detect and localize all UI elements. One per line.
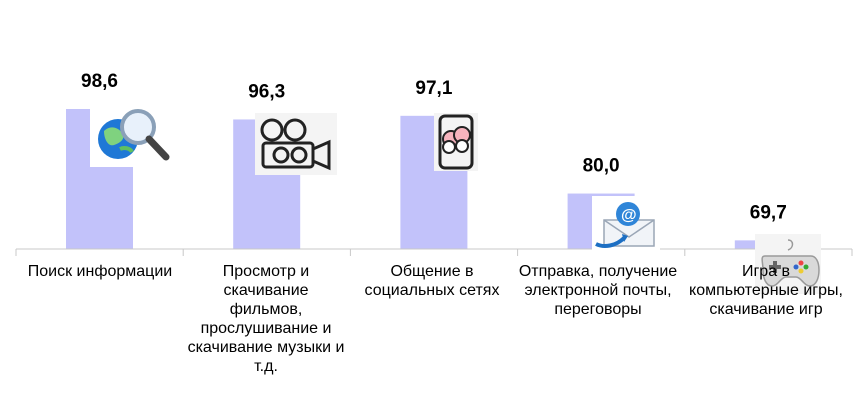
email-envelope-icon: @ bbox=[591, 195, 660, 255]
category-label-2: Общение в социальных сетях bbox=[364, 263, 500, 299]
category-label-0: Поиск информации bbox=[27, 263, 173, 280]
x-axis-ticks bbox=[15, 249, 853, 256]
film-projector-icon bbox=[255, 113, 338, 180]
category-label-4: Игра в компьютерные игры, скачивание игр bbox=[689, 263, 843, 318]
social-chat-phone-icon bbox=[434, 112, 479, 176]
value-label-0: 98,6 bbox=[81, 71, 118, 92]
value-labels-group: 98,6 96,3 97,1 80,0 69,7 bbox=[81, 71, 787, 223]
value-label-2: 97,1 bbox=[415, 78, 452, 99]
value-label-4: 69,7 bbox=[750, 202, 787, 223]
value-label-1: 96,3 bbox=[248, 81, 285, 102]
value-label-3: 80,0 bbox=[583, 156, 620, 177]
gamepad-icon bbox=[754, 234, 821, 299]
category-label-3: Отправка, получение электронной почты, п… bbox=[518, 263, 678, 318]
category-label-1: Просмотр и скачивание фильмов, прослушив… bbox=[187, 263, 345, 375]
globe-search-icon bbox=[90, 105, 178, 172]
svg-text:@: @ bbox=[621, 207, 637, 224]
